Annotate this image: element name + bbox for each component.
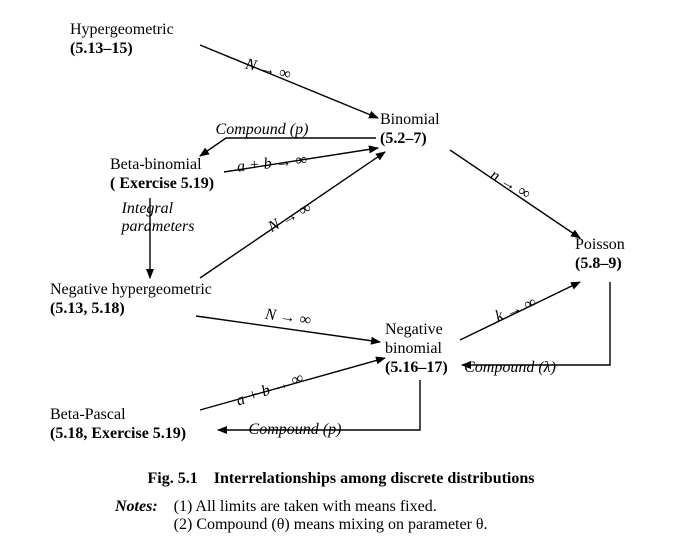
edge-label-poisson-to-negbinom: Compound (λ)	[464, 359, 556, 377]
edge-poisson-to-negbinom	[462, 282, 610, 365]
node-ref: (5.18, Exercise 5.19)	[50, 424, 186, 443]
edge-label-hyper-to-binom: N → ∞	[243, 56, 292, 85]
node-ref: ( Exercise 5.19)	[110, 174, 214, 193]
node-ref: (5.13, 5.18)	[50, 299, 212, 318]
node-neg-binomial: Negative binomial(5.16–17)	[385, 320, 448, 378]
edge-label-betapascal-to-negbinom: a + b → ∞	[234, 370, 306, 411]
node-neg-hyper: Negative hypergeometric(5.13, 5.18)	[50, 280, 212, 318]
edge-label-binom-to-poisson: n → ∞	[487, 166, 534, 203]
node-ref: (5.2–7)	[380, 129, 440, 148]
edge-label-binom-to-betabinom: Compound (p)	[216, 121, 309, 139]
node-beta-binomial: Beta-binomial( Exercise 5.19)	[110, 155, 214, 193]
edge-label-negbinom-to-poisson: k → ∞	[493, 294, 539, 327]
node-title: Beta-Pascal	[50, 405, 186, 424]
edge-label-betabinom-to-binom: a + b → ∞	[236, 151, 308, 176]
node-title: Negative hypergeometric	[50, 280, 212, 299]
edge-label-negbinom-to-betapascal: Compound (p)	[249, 421, 342, 439]
node-title: Binomial	[380, 110, 440, 129]
node-beta-pascal: Beta-Pascal(5.18, Exercise 5.19)	[50, 405, 186, 443]
notes-lead: Notes:	[115, 498, 158, 515]
node-title: Hypergeometric	[70, 20, 174, 39]
node-title: Beta-binomial	[110, 155, 214, 174]
edge-hyper-to-binom	[200, 45, 378, 118]
notes-item: (1) All limits are taken with means fixe…	[174, 498, 437, 515]
figure-notes: Notes: (1) All limits are taken with mea…	[115, 498, 488, 534]
node-ref: (5.16–17)	[385, 358, 448, 377]
node-title: Poisson	[575, 235, 625, 254]
node-title: Negative binomial	[385, 320, 448, 358]
diagram-canvas: Hypergeometric(5.13–15) Binomial(5.2–7) Be…	[0, 0, 682, 557]
node-ref: (5.13–15)	[70, 39, 174, 58]
node-binomial: Binomial(5.2–7)	[380, 110, 440, 148]
node-poisson: Poisson(5.8–9)	[575, 235, 625, 273]
node-ref: (5.8–9)	[575, 254, 625, 273]
figure-number: Fig. 5.1	[148, 470, 198, 487]
figure-title: Interrelationships among discrete distri…	[214, 470, 535, 487]
edge-label-betabinom-to-neghyper: Integralparameters	[122, 200, 195, 236]
notes-item: (2) Compound (θ) means mixing on paramet…	[174, 516, 488, 533]
node-hypergeometric: Hypergeometric(5.13–15)	[70, 20, 174, 58]
figure-caption: Fig. 5.1 Interrelationships among discre…	[0, 470, 682, 488]
edge-label-neghyper-to-binom: N → ∞	[265, 199, 314, 237]
edge-label-neghyper-to-negbinom: N → ∞	[264, 306, 312, 330]
